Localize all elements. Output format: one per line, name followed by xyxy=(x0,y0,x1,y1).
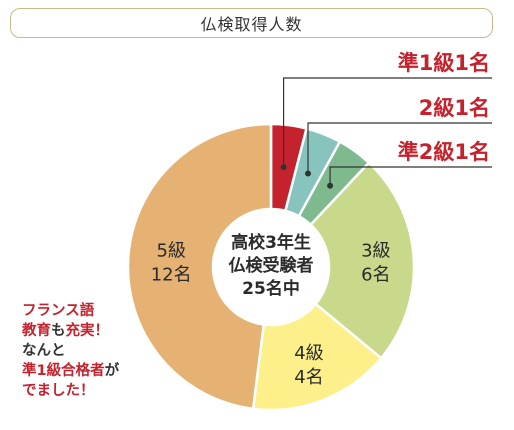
leader-line-2 xyxy=(329,166,492,186)
slice-label-4: 4級 xyxy=(294,343,323,364)
note-education: 教育 xyxy=(22,323,51,339)
slice-label-3: 3級 xyxy=(361,240,390,261)
slice-4 xyxy=(251,302,383,412)
slice-3 xyxy=(308,160,416,360)
slice-count-3: 6名 xyxy=(361,264,390,285)
slice-label-1: 2級1名 xyxy=(419,96,490,120)
slice-label-2: 準2級1名 xyxy=(398,140,490,164)
slice-label-0: 準1級1名 xyxy=(398,51,490,75)
slice-count-4: 4名 xyxy=(294,367,323,388)
note-passers: 準1級合格者 xyxy=(22,363,105,379)
center-line-3: 25名中 xyxy=(242,278,300,299)
slice-count-5: 12名 xyxy=(151,265,192,286)
note-line-5: でました！ xyxy=(22,383,95,399)
leader-line-0 xyxy=(282,77,492,168)
note-line-2: 教育も充実！ xyxy=(22,321,182,341)
note-line-1: フランス語 xyxy=(22,303,95,319)
leader-dot-2 xyxy=(327,182,334,189)
leader-dot-0 xyxy=(280,164,287,171)
slice-label-5: 5級 xyxy=(156,241,185,262)
center-line-2: 仏検受験者 xyxy=(229,255,314,276)
highlight-note: フランス語 教育も充実！ なんと 準1級合格者が でました！ xyxy=(22,301,182,401)
center-line-1: 高校3年生 xyxy=(231,232,311,253)
slice-5 xyxy=(126,122,273,411)
note-juujitsu: 充実！ xyxy=(65,323,110,339)
leader-line-1 xyxy=(307,122,492,174)
note-line-4: 準1級合格者が xyxy=(22,361,182,381)
note-line-3: なんと xyxy=(22,343,66,359)
leader-dot-1 xyxy=(304,170,311,177)
note-mo: も xyxy=(51,323,66,339)
note-ga: が xyxy=(104,363,120,379)
chart-title: 仏検取得人数 xyxy=(10,8,493,38)
